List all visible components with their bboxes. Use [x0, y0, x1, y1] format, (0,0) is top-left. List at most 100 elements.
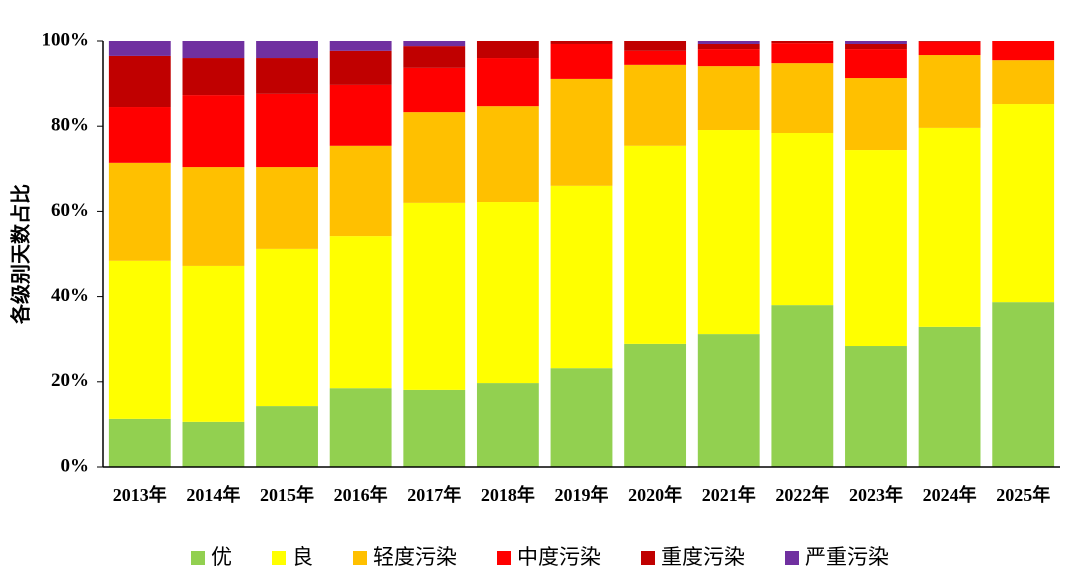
x-tick-label: 2020年 — [628, 484, 682, 505]
y-tick-label: 100% — [42, 29, 90, 50]
bar-segment — [845, 78, 907, 151]
bar-segment — [403, 46, 466, 68]
bar-segment — [329, 50, 392, 85]
bar-segment — [108, 260, 171, 419]
y-tick-label: 80% — [51, 115, 89, 136]
bar-segment — [403, 41, 466, 47]
x-tick-label: 2017年 — [407, 484, 461, 505]
bar-segment — [329, 41, 392, 51]
bar-segment — [771, 63, 834, 134]
bar-segment — [403, 389, 466, 467]
bar-segment — [182, 167, 245, 266]
bar-segment — [476, 106, 539, 203]
bar-segment — [918, 41, 981, 42]
x-tick-label: 2022年 — [775, 484, 829, 505]
bar-segment — [697, 43, 760, 50]
bar-segment — [476, 383, 539, 467]
bar-segment — [845, 41, 907, 44]
bar-segment — [845, 43, 907, 50]
y-tick-label: 0% — [61, 455, 90, 476]
legend-swatch — [272, 551, 286, 565]
y-tick-label: 20% — [51, 370, 89, 391]
bar-segment — [697, 130, 760, 335]
bar-segment — [624, 41, 687, 51]
bar-segment — [992, 104, 1055, 303]
bar-segment — [550, 41, 613, 44]
bar-segment — [550, 368, 613, 467]
legend-label: 重度污染 — [661, 545, 745, 569]
y-axis-label: 各级别天数占比 — [9, 184, 33, 325]
bar-segment — [992, 60, 1055, 105]
bar-segment — [550, 78, 613, 186]
x-tick-label: 2021年 — [702, 484, 756, 505]
bar-segment — [845, 49, 907, 79]
bar-segment — [403, 67, 466, 113]
bar-segment — [771, 41, 834, 44]
bar-segment — [108, 418, 171, 467]
bar-segment — [256, 167, 318, 249]
bar-segment — [624, 50, 687, 65]
bar-segment — [476, 202, 539, 384]
x-tick-label: 2023年 — [849, 484, 903, 505]
x-tick-label: 2014年 — [186, 484, 240, 505]
x-tick-label: 2025年 — [996, 484, 1050, 505]
bar-segment — [256, 93, 318, 168]
bar-segment — [845, 346, 907, 467]
legend-label: 中度污染 — [517, 545, 601, 569]
bar-segment — [256, 248, 318, 407]
bar-segment — [771, 305, 834, 467]
bar-segment — [182, 95, 245, 168]
bar-segment — [697, 334, 760, 467]
bar-segment — [992, 302, 1055, 467]
bar-segment — [108, 107, 171, 163]
bar-segment — [918, 41, 981, 56]
bar-segment — [403, 112, 466, 203]
bar-segment — [771, 43, 834, 64]
bar-segment — [992, 41, 1055, 61]
y-tick-label: 40% — [51, 285, 89, 306]
legend-label: 优 — [211, 545, 232, 569]
x-tick-label: 2018年 — [481, 484, 535, 505]
bar-segment — [256, 58, 318, 94]
bar-segment — [771, 133, 834, 306]
bar-segment — [918, 55, 981, 128]
legend-swatch — [191, 551, 205, 565]
bar-segment — [329, 236, 392, 389]
x-tick-label: 2016年 — [334, 484, 388, 505]
bar-segment — [918, 127, 981, 327]
bar-segment — [182, 41, 245, 59]
legend-swatch — [497, 551, 511, 565]
x-tick-label: 2019年 — [555, 484, 609, 505]
bar-segment — [697, 49, 760, 67]
bar-segment — [697, 66, 760, 131]
y-tick-label: 60% — [51, 200, 89, 221]
bar-segment — [624, 145, 687, 344]
bar-segment — [108, 41, 171, 56]
bar-segment — [108, 162, 171, 261]
x-tick-label: 2024年 — [923, 484, 977, 505]
bar-segment — [108, 55, 171, 108]
bar-segment — [256, 41, 318, 59]
bar-segment — [624, 343, 687, 467]
legend-label: 严重污染 — [805, 545, 889, 569]
bar-segment — [845, 150, 907, 347]
bar-segment — [329, 145, 392, 237]
x-tick-label: 2015年 — [260, 484, 314, 505]
bar-segment — [182, 421, 245, 467]
bar-segment — [256, 406, 318, 467]
bar-segment — [329, 84, 392, 146]
legend-swatch — [785, 551, 799, 565]
bar-segment — [697, 41, 760, 44]
bar-segment — [329, 388, 392, 467]
bar-segment — [550, 185, 613, 369]
legend-label: 良 — [292, 545, 313, 569]
legend-swatch — [641, 551, 655, 565]
bar-segment — [182, 265, 245, 422]
legend-swatch — [353, 551, 367, 565]
bar-segment — [476, 41, 539, 59]
legend-label: 轻度污染 — [373, 545, 457, 569]
bar-segment — [918, 326, 981, 467]
bar-segment — [476, 58, 539, 107]
x-tick-label: 2013年 — [113, 484, 167, 505]
